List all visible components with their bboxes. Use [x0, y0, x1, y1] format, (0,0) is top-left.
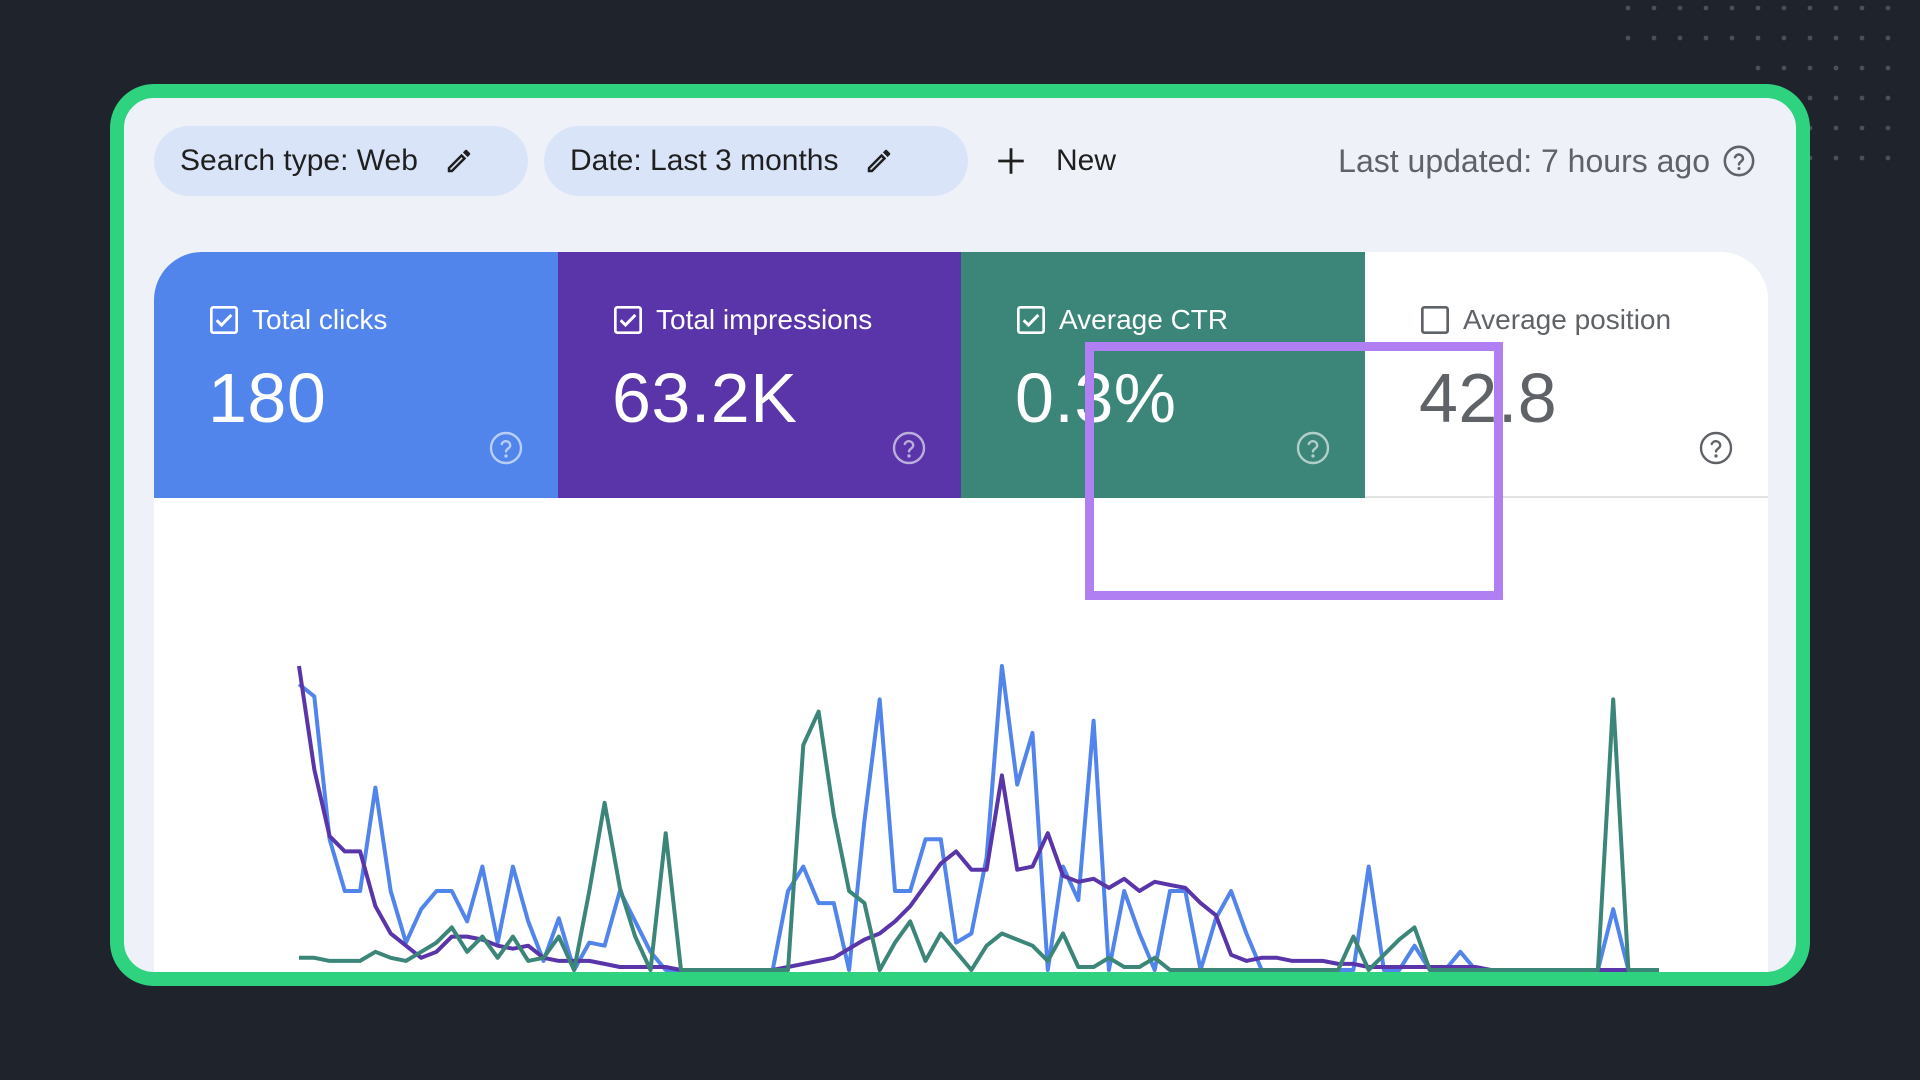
metric-card-total-impressions[interactable]: Total impressions 63.2K — [558, 252, 961, 498]
metric-label: Average CTR — [1059, 304, 1229, 335]
decorative-dot — [1885, 155, 1891, 161]
metric-value: 63.2K — [612, 359, 798, 437]
metric-value: 180 — [208, 359, 327, 437]
last-updated-status: Last updated: 7 hours ago — [1338, 126, 1756, 196]
metric-card-average-ctr[interactable]: Average CTR 0.3% — [961, 252, 1365, 498]
metric-label: Average position — [1463, 304, 1672, 335]
search-type-chip[interactable]: Search type: Web — [154, 126, 528, 196]
decorative-dot — [1833, 35, 1839, 41]
help-circle-icon[interactable] — [1295, 430, 1331, 466]
decorative-dot — [1703, 35, 1709, 41]
decorative-dot — [1833, 5, 1839, 11]
new-filter-label: New — [1056, 144, 1117, 177]
decorative-dot — [1859, 155, 1865, 161]
decorative-dot — [1859, 65, 1865, 71]
edit-pencil-icon[interactable] — [864, 146, 894, 176]
date-range-chip-label: Date: Last 3 months — [570, 144, 839, 177]
chart-series-line-2 — [297, 665, 1659, 972]
decorative-dot — [1703, 5, 1709, 11]
decorative-dot-grid — [1625, 5, 1891, 161]
decorative-dot — [1807, 5, 1813, 11]
decorative-dot — [1807, 65, 1813, 71]
decorative-dot — [1729, 35, 1735, 41]
decorative-dot — [1651, 35, 1657, 41]
metric-value: 0.3% — [1015, 359, 1177, 437]
metric-card-total-clicks[interactable]: Total clicks 180 — [154, 252, 558, 498]
date-range-chip[interactable]: Date: Last 3 months — [544, 126, 968, 196]
decorative-dot — [1781, 65, 1787, 71]
decorative-dot — [1625, 5, 1631, 11]
decorative-dot — [1781, 35, 1787, 41]
decorative-dot — [1781, 5, 1787, 11]
search-type-chip-label: Search type: Web — [180, 144, 418, 177]
checkbox-checked-icon[interactable] — [208, 304, 240, 336]
decorative-dot — [1755, 5, 1761, 11]
search-console-panel: Search type: Web Date: Last 3 months New… — [110, 84, 1810, 986]
decorative-dot — [1677, 5, 1683, 11]
performance-line-chart — [297, 664, 1659, 972]
decorative-dot — [1651, 5, 1657, 11]
decorative-dot — [1807, 35, 1813, 41]
help-circle-icon[interactable] — [891, 430, 927, 466]
checkbox-checked-icon[interactable] — [1015, 304, 1047, 336]
metric-card-average-position[interactable]: Average position 42.8 — [1365, 252, 1768, 498]
metric-label: Total clicks — [252, 304, 388, 335]
plus-icon — [998, 148, 1024, 174]
decorative-dot — [1885, 65, 1891, 71]
performance-chart-panel: Total clicks 180 Total impressions 63.2K — [154, 252, 1768, 972]
decorative-dot — [1625, 35, 1631, 41]
decorative-dot — [1885, 35, 1891, 41]
decorative-dot — [1755, 65, 1761, 71]
decorative-dot — [1859, 125, 1865, 131]
filter-toolbar: Search type: Web Date: Last 3 months New… — [124, 98, 1796, 238]
decorative-dot — [1885, 125, 1891, 131]
last-updated-text: Last updated: 7 hours ago — [1338, 142, 1710, 179]
decorative-dot — [1755, 35, 1761, 41]
decorative-dot — [1677, 35, 1683, 41]
decorative-dot — [1807, 95, 1813, 101]
new-filter-button[interactable]: New — [994, 126, 1116, 196]
help-circle-icon[interactable] — [1722, 144, 1756, 178]
decorative-dot — [1833, 155, 1839, 161]
decorative-dot — [1833, 125, 1839, 131]
metric-label: Total impressions — [656, 304, 873, 335]
decorative-dot — [1833, 95, 1839, 101]
decorative-dot — [1859, 35, 1865, 41]
checkbox-checked-icon[interactable] — [612, 304, 644, 336]
decorative-dot — [1885, 95, 1891, 101]
chart-series-line-1 — [297, 664, 1659, 972]
chart-series-line-3 — [299, 697, 1659, 972]
decorative-dot — [1729, 5, 1735, 11]
help-circle-icon[interactable] — [1698, 430, 1734, 466]
decorative-dot — [1885, 5, 1891, 11]
edit-pencil-icon[interactable] — [444, 146, 474, 176]
help-circle-icon[interactable] — [488, 430, 524, 466]
checkbox-unchecked-icon[interactable] — [1419, 304, 1451, 336]
decorative-dot — [1859, 95, 1865, 101]
metric-value: 42.8 — [1419, 359, 1558, 437]
decorative-dot — [1859, 5, 1865, 11]
decorative-dot — [1833, 65, 1839, 71]
